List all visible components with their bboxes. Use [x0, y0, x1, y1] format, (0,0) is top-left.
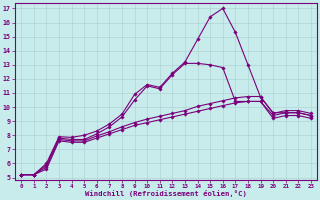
- X-axis label: Windchill (Refroidissement éolien,°C): Windchill (Refroidissement éolien,°C): [85, 190, 247, 197]
